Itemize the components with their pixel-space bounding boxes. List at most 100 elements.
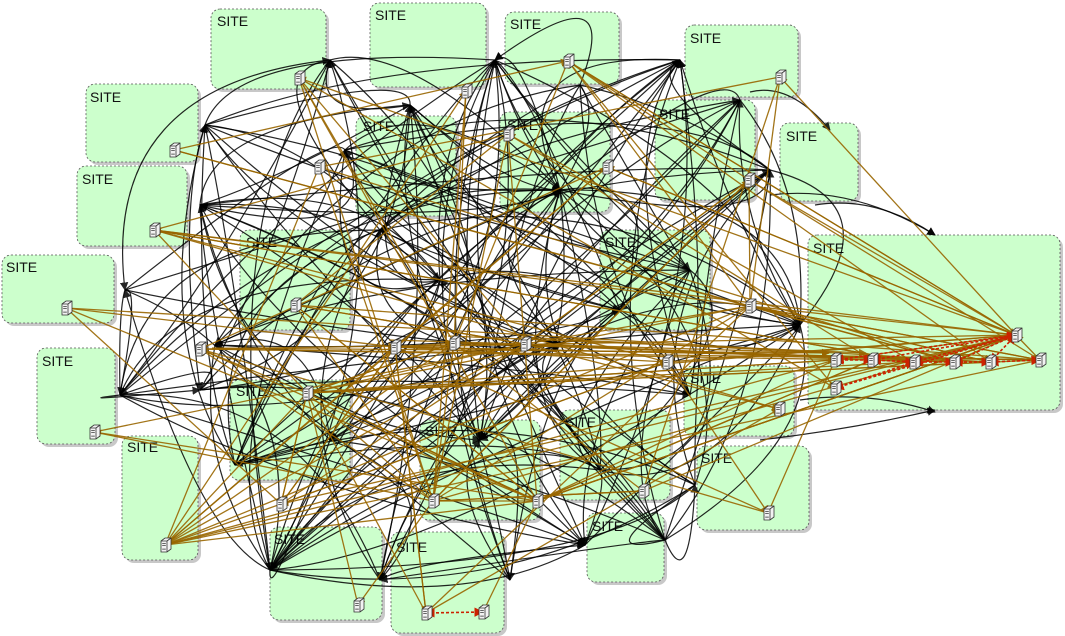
secondary-link bbox=[164, 500, 538, 546]
primary-link bbox=[479, 59, 681, 441]
primary-link bbox=[199, 386, 666, 541]
server-icon bbox=[353, 597, 365, 613]
secondary-link bbox=[306, 356, 836, 394]
primary-link bbox=[379, 541, 586, 581]
server-icon bbox=[774, 401, 786, 417]
secondary-link bbox=[153, 229, 308, 394]
server-icon bbox=[461, 83, 473, 99]
server-icon bbox=[428, 493, 440, 509]
secondary-link bbox=[280, 343, 526, 505]
secondary-link bbox=[153, 229, 780, 410]
primary-link bbox=[735, 99, 801, 326]
secondary-link bbox=[153, 133, 509, 232]
primary-link bbox=[739, 99, 805, 326]
secondary-link bbox=[294, 304, 538, 502]
secondary-link bbox=[453, 60, 569, 344]
secondary-link bbox=[294, 133, 509, 306]
secondary-link bbox=[306, 361, 915, 394]
secondary-link bbox=[318, 76, 781, 170]
primary-link bbox=[269, 544, 586, 588]
primary-link bbox=[119, 59, 496, 396]
secondary-link bbox=[779, 76, 1017, 336]
primary-link bbox=[664, 484, 699, 561]
primary-link bbox=[204, 124, 561, 346]
secondary-link bbox=[153, 229, 1017, 336]
server-icon bbox=[949, 354, 961, 370]
server-icon bbox=[276, 496, 288, 512]
secondary-link bbox=[536, 359, 873, 502]
secondary-link bbox=[388, 339, 830, 357]
primary-link bbox=[329, 99, 741, 441]
secondary-link bbox=[536, 359, 836, 502]
secondary-link bbox=[482, 500, 538, 613]
primary-link bbox=[769, 169, 844, 326]
tertiary-link bbox=[425, 607, 484, 618]
server-icon bbox=[421, 605, 433, 621]
primary-link bbox=[269, 169, 771, 571]
secondary-link bbox=[93, 431, 538, 502]
primary-link bbox=[199, 197, 441, 281]
primary-link bbox=[628, 484, 696, 546]
primary-link bbox=[119, 59, 331, 396]
server-icon bbox=[909, 354, 921, 370]
secondary-link bbox=[298, 77, 455, 344]
primary-link bbox=[119, 394, 586, 548]
server-icon bbox=[195, 341, 207, 357]
primary-link bbox=[479, 433, 519, 581]
primary-link bbox=[204, 124, 621, 311]
primary-link bbox=[437, 59, 496, 281]
server-icon bbox=[745, 298, 757, 314]
primary-link bbox=[439, 279, 666, 541]
secondary-link bbox=[749, 76, 783, 307]
site-label: SITE bbox=[510, 16, 541, 32]
primary-link bbox=[629, 59, 681, 541]
primary-link bbox=[579, 269, 691, 546]
secondary-link bbox=[164, 342, 455, 546]
site-label: SITE bbox=[42, 353, 73, 369]
secondary-link bbox=[567, 60, 991, 363]
primary-link bbox=[199, 167, 771, 206]
site-label: SITE bbox=[375, 7, 406, 23]
secondary-link bbox=[164, 392, 308, 546]
secondary-link bbox=[394, 346, 430, 614]
site-label: SITE bbox=[82, 171, 113, 187]
server-icon bbox=[149, 222, 161, 238]
primary-link bbox=[119, 371, 213, 396]
secondary-link bbox=[298, 77, 538, 502]
server-icon bbox=[1011, 327, 1023, 343]
server-icon bbox=[744, 172, 756, 188]
site-box: SITE bbox=[239, 229, 353, 333]
primary-link bbox=[749, 89, 831, 131]
site-box: SITE bbox=[121, 435, 201, 563]
primary-link bbox=[579, 84, 771, 171]
secondary-link bbox=[518, 336, 830, 357]
primary-link bbox=[199, 204, 481, 441]
server-icon bbox=[985, 354, 997, 370]
primary-link bbox=[379, 229, 621, 313]
primary-link bbox=[694, 99, 741, 486]
server-icon bbox=[290, 297, 302, 313]
primary-link bbox=[250, 59, 331, 571]
primary-link bbox=[678, 59, 801, 326]
server-icon bbox=[602, 159, 614, 175]
secondary-link bbox=[748, 179, 1017, 336]
server-icon bbox=[478, 604, 490, 620]
primary-link bbox=[584, 59, 688, 546]
primary-link bbox=[814, 202, 936, 236]
secondary-link bbox=[164, 503, 282, 546]
primary-link bbox=[379, 539, 666, 584]
secondary-link bbox=[65, 307, 538, 502]
site-label: SITE bbox=[690, 30, 721, 46]
secondary-link bbox=[394, 166, 608, 348]
site-box: SITE bbox=[1, 254, 117, 326]
server-icon bbox=[1035, 352, 1047, 368]
secondary-link bbox=[173, 58, 569, 151]
server-icon bbox=[867, 352, 879, 368]
site-label: SITE bbox=[605, 234, 636, 250]
primary-link bbox=[664, 169, 775, 541]
server-icon bbox=[638, 483, 650, 499]
secondary-link bbox=[306, 392, 538, 502]
secondary-link bbox=[199, 348, 769, 514]
site-label: SITE bbox=[6, 259, 37, 275]
primary-link bbox=[100, 386, 201, 399]
